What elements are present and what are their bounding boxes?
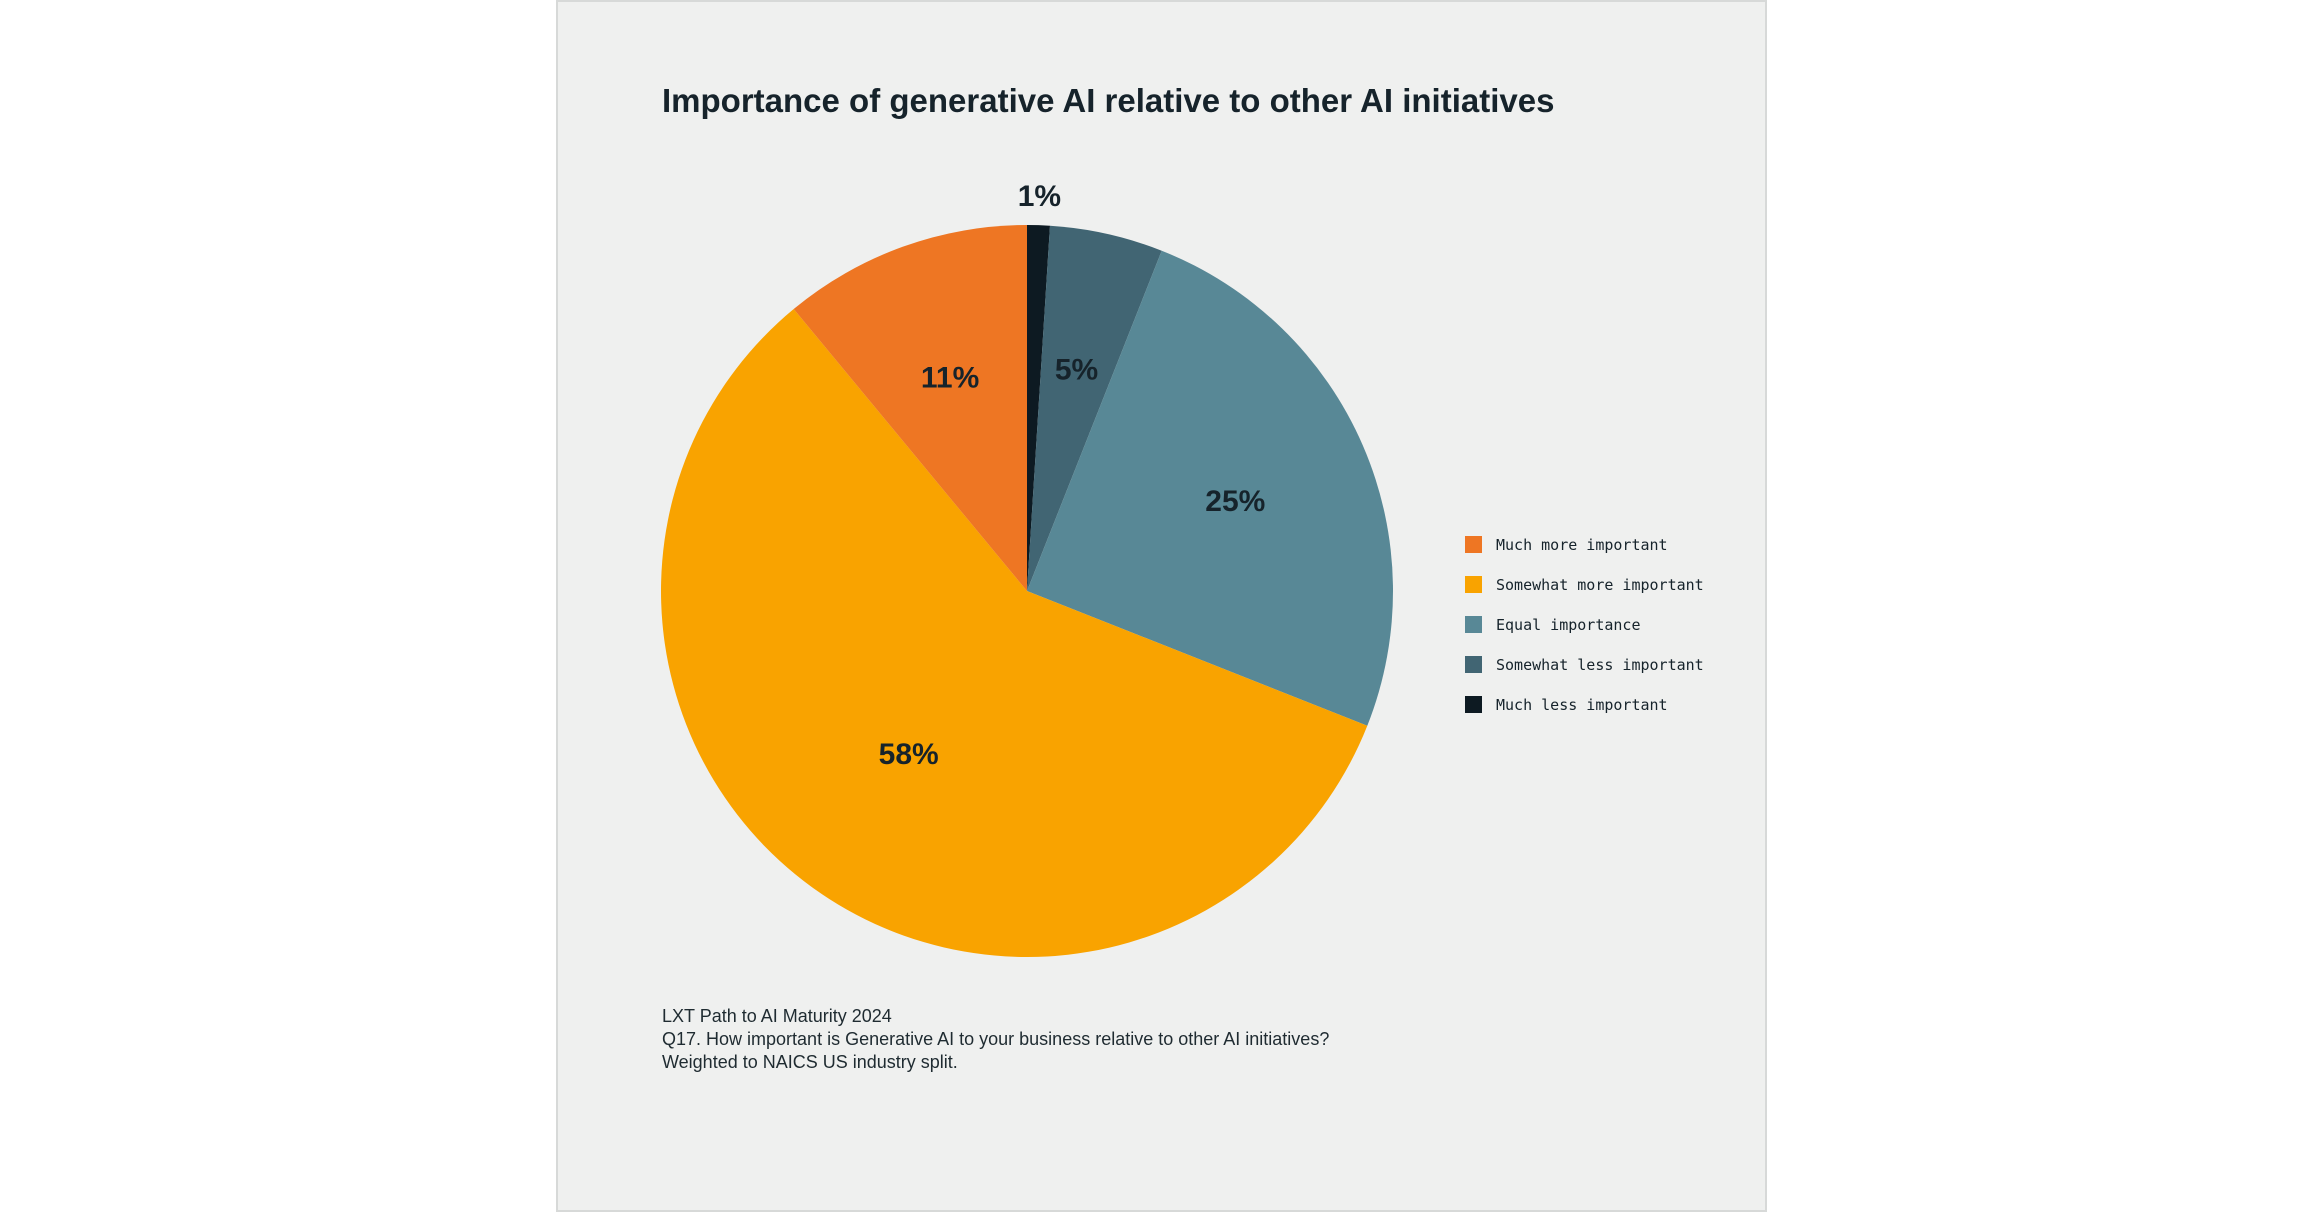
pie-slice-much-more-important	[793, 225, 1027, 591]
legend-label: Equal importance	[1496, 616, 1641, 634]
source-note: LXT Path to AI Maturity 2024 Q17. How im…	[662, 1005, 1329, 1074]
legend-swatch	[1465, 696, 1482, 713]
pie-slice-somewhat-less-important	[1027, 225, 1162, 591]
legend-label: Much less important	[1496, 696, 1668, 714]
pie-value-label: 58%	[879, 738, 939, 771]
source-line-1: LXT Path to AI Maturity 2024	[662, 1006, 892, 1026]
legend-label: Somewhat less important	[1496, 656, 1704, 674]
pie-slices	[661, 224, 1394, 957]
legend-swatch	[1465, 616, 1482, 633]
pie-value-label: 5%	[1055, 354, 1098, 387]
chart-legend: Much more important Somewhat more importa…	[1465, 536, 1704, 714]
source-line-2: Q17. How important is Generative AI to y…	[662, 1029, 1330, 1049]
pie-slice-much-less-important	[1027, 224, 1050, 591]
legend-swatch	[1465, 536, 1482, 553]
pie-value-label: 1%	[1018, 180, 1061, 213]
pie-value-label: 11%	[921, 362, 979, 395]
chart-title: Importance of generative AI relative to …	[662, 82, 1555, 119]
legend-swatch	[1465, 656, 1482, 673]
legend-label: Somewhat more important	[1496, 576, 1704, 594]
pie-slice-equal-importance	[1027, 250, 1394, 726]
legend-label: Much more important	[1496, 536, 1668, 554]
pie-value-label: 25%	[1205, 485, 1265, 518]
pie-value-labels: 1% 5% 25% 58% 11%	[879, 180, 1266, 771]
legend-swatch	[1465, 576, 1482, 593]
source-line-3: Weighted to NAICS US industry split.	[662, 1052, 958, 1072]
pie-slice-somewhat-more-important	[661, 308, 1368, 957]
